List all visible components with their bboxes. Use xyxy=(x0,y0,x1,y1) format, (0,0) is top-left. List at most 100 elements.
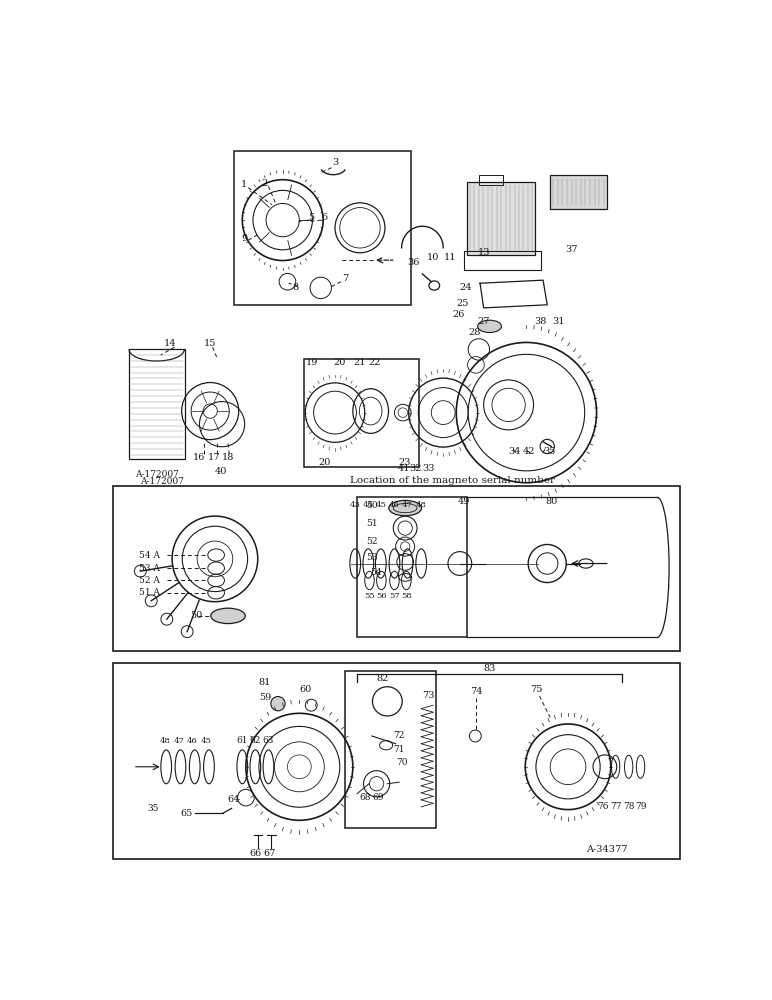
Text: 3: 3 xyxy=(332,158,338,167)
Text: 48: 48 xyxy=(160,737,171,745)
Text: 41: 41 xyxy=(398,464,410,473)
Text: A-172007: A-172007 xyxy=(140,477,184,486)
Text: 58: 58 xyxy=(401,592,411,600)
Text: 36: 36 xyxy=(408,258,420,267)
Text: 38: 38 xyxy=(534,317,547,326)
Text: 54: 54 xyxy=(370,568,381,577)
Bar xyxy=(130,349,185,459)
Text: Location of the magneto serial number: Location of the magneto serial number xyxy=(350,476,555,485)
Text: 66: 66 xyxy=(249,849,262,858)
Text: 6: 6 xyxy=(321,213,327,222)
Text: 44: 44 xyxy=(363,501,374,509)
Text: 27: 27 xyxy=(477,317,490,326)
Text: 35: 35 xyxy=(543,447,555,456)
Text: 18: 18 xyxy=(222,453,234,462)
Bar xyxy=(113,663,680,859)
Text: 13: 13 xyxy=(477,248,490,257)
Ellipse shape xyxy=(478,320,502,333)
Text: 40: 40 xyxy=(215,467,227,476)
Text: 70: 70 xyxy=(396,758,408,767)
Text: 48: 48 xyxy=(416,501,427,509)
Text: 50: 50 xyxy=(190,611,202,620)
Text: 55: 55 xyxy=(364,592,375,600)
Text: 56: 56 xyxy=(376,592,387,600)
Text: 7: 7 xyxy=(343,274,349,283)
Bar xyxy=(303,359,419,466)
Text: 76: 76 xyxy=(597,802,608,811)
Text: 16: 16 xyxy=(193,453,205,462)
Text: 11: 11 xyxy=(444,253,456,262)
Text: 53: 53 xyxy=(366,553,378,562)
Text: 17: 17 xyxy=(208,453,220,462)
Text: 47: 47 xyxy=(174,737,185,745)
Text: 2: 2 xyxy=(262,179,268,188)
Bar xyxy=(479,175,503,185)
Text: 65: 65 xyxy=(181,808,192,818)
Text: 51: 51 xyxy=(366,519,378,528)
Text: 50: 50 xyxy=(366,500,378,510)
Text: 14: 14 xyxy=(164,339,176,348)
Text: 57: 57 xyxy=(389,592,400,600)
Text: 47: 47 xyxy=(402,501,413,509)
Text: 78: 78 xyxy=(623,802,635,811)
Text: 33: 33 xyxy=(423,464,435,473)
Text: 59: 59 xyxy=(259,693,271,702)
Bar xyxy=(467,182,535,255)
Text: 81: 81 xyxy=(259,678,271,687)
Text: 54 A: 54 A xyxy=(139,551,160,560)
Text: 32: 32 xyxy=(410,464,422,473)
Text: 31: 31 xyxy=(552,317,565,326)
Text: 20: 20 xyxy=(334,358,346,367)
Text: 82: 82 xyxy=(377,674,389,683)
Text: 68: 68 xyxy=(359,793,371,802)
Text: 46: 46 xyxy=(389,501,400,509)
Text: 37: 37 xyxy=(565,245,578,254)
Text: 43: 43 xyxy=(350,501,361,509)
Bar xyxy=(357,497,467,637)
Text: 24: 24 xyxy=(459,283,472,292)
Text: 20: 20 xyxy=(318,458,330,467)
Text: 77: 77 xyxy=(610,802,621,811)
Bar xyxy=(234,151,411,305)
Text: 25: 25 xyxy=(456,299,469,308)
Text: 52 A: 52 A xyxy=(139,576,160,585)
Text: 22: 22 xyxy=(368,358,381,367)
Text: 60: 60 xyxy=(300,685,311,694)
Text: 35: 35 xyxy=(147,804,159,813)
Text: 10: 10 xyxy=(426,253,438,262)
Bar xyxy=(113,486,680,651)
Text: 64: 64 xyxy=(228,795,240,804)
Text: 46: 46 xyxy=(187,737,198,745)
Text: 15: 15 xyxy=(204,339,216,348)
Text: 1: 1 xyxy=(241,180,247,189)
Text: 73: 73 xyxy=(422,691,435,700)
Text: 45: 45 xyxy=(375,501,386,509)
Text: 42: 42 xyxy=(523,447,535,456)
Text: 62: 62 xyxy=(249,736,261,745)
Text: 71: 71 xyxy=(393,745,405,754)
Text: A-172007: A-172007 xyxy=(135,470,179,479)
Text: 21: 21 xyxy=(354,358,366,367)
Text: 49: 49 xyxy=(458,497,470,506)
Circle shape xyxy=(271,697,285,711)
Text: 19: 19 xyxy=(306,358,319,367)
Text: 53 A: 53 A xyxy=(139,564,160,573)
Text: 79: 79 xyxy=(635,802,646,811)
Bar xyxy=(464,251,541,270)
Bar xyxy=(345,671,436,828)
Text: 51 A: 51 A xyxy=(139,588,160,597)
Text: 61: 61 xyxy=(236,736,248,745)
Text: A-34377: A-34377 xyxy=(586,845,628,854)
Ellipse shape xyxy=(389,500,422,516)
Text: 72: 72 xyxy=(394,732,405,740)
Text: 83: 83 xyxy=(483,664,496,673)
Text: 75: 75 xyxy=(530,685,542,694)
Text: 63: 63 xyxy=(262,736,274,745)
Bar xyxy=(550,175,607,209)
Text: 23: 23 xyxy=(398,458,411,467)
Text: 34: 34 xyxy=(508,447,521,456)
Text: 52: 52 xyxy=(366,537,378,546)
Text: 80: 80 xyxy=(545,497,557,506)
Text: 67: 67 xyxy=(263,849,276,858)
Text: 28: 28 xyxy=(468,328,480,337)
